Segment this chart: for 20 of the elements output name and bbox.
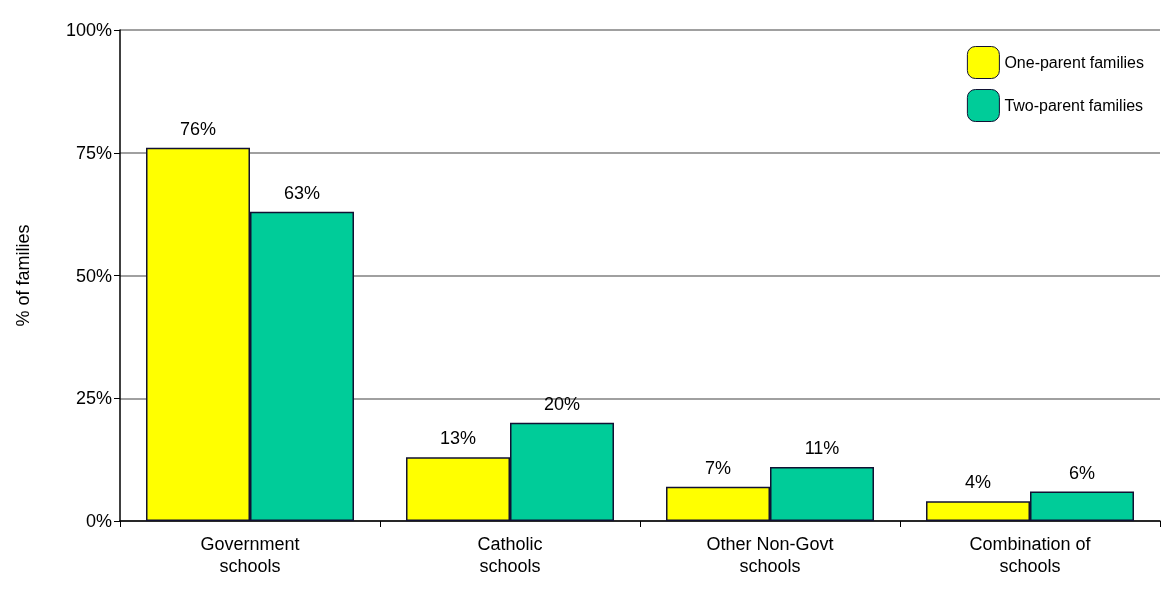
y-axis-title: % of families [13, 224, 33, 327]
data-label: 63% [283, 182, 321, 203]
legend-label: One-parent families [1004, 54, 1145, 71]
x-tick-label: Catholic schools [477, 534, 543, 576]
y-tick-label: 50% [75, 265, 112, 286]
data-label: 13% [439, 428, 477, 449]
y-tick-label: 25% [75, 388, 112, 409]
data-label: 76% [179, 118, 217, 139]
data-label: 11% [804, 437, 840, 458]
y-tick-label: 100% [65, 20, 112, 40]
data-label: 6% [1068, 462, 1096, 483]
data-label: 7% [704, 457, 732, 478]
x-tick-label: Other Non-Govt schools [706, 534, 834, 576]
y-tick-label: 75% [75, 142, 112, 163]
legend-label: Two-parent families [1004, 97, 1144, 114]
data-label: 20% [543, 393, 581, 414]
x-tick-label: Government schools [200, 534, 300, 576]
x-tick-label: Combination of schools [969, 534, 1092, 576]
y-tick-label: 0% [85, 511, 112, 531]
data-label: 4% [964, 472, 992, 493]
